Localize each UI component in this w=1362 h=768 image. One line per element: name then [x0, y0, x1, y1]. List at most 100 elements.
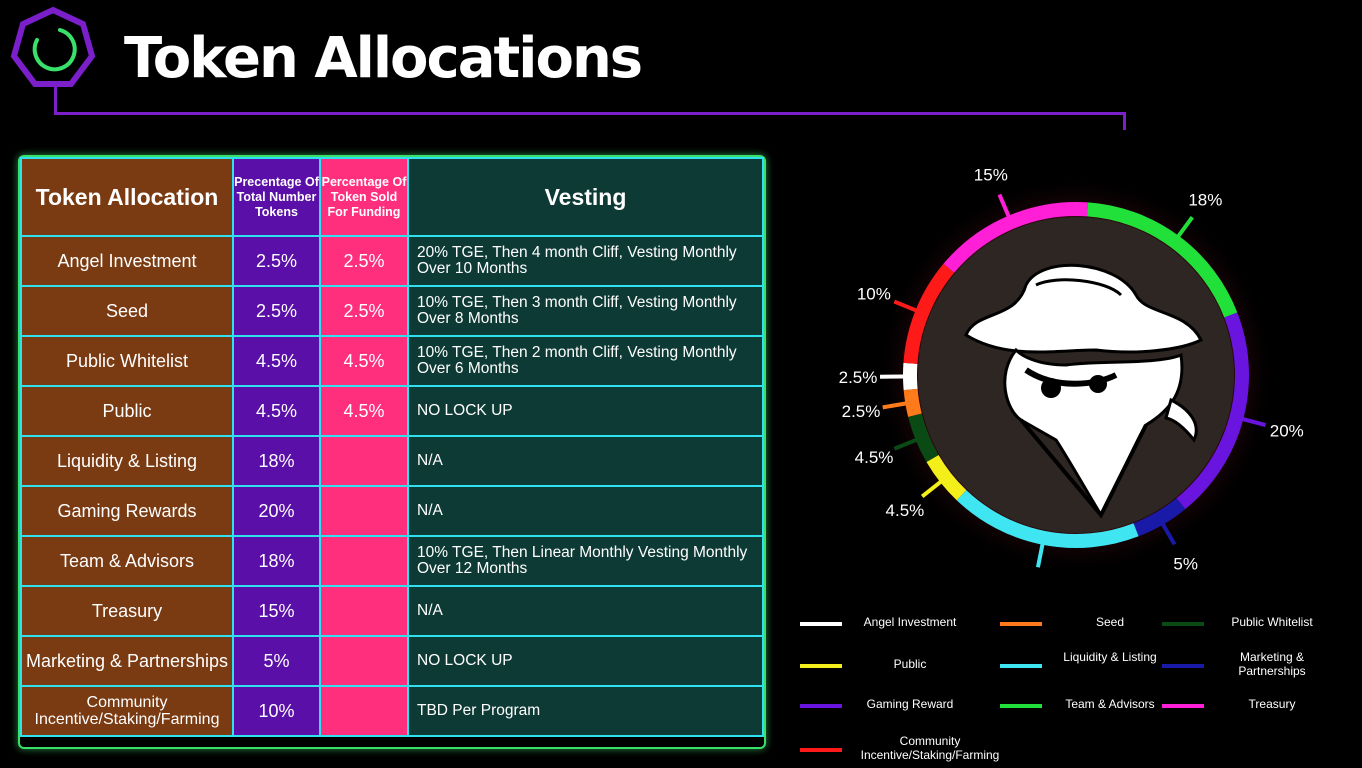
table-row: Public 4.5% 4.5% NO LOCK UP	[20, 385, 764, 437]
chart-leader-line	[1176, 216, 1194, 238]
row-pct-total: 20%	[232, 485, 321, 537]
chart-slice	[903, 388, 922, 417]
row-pct-total: 2.5%	[232, 235, 321, 287]
chart-data-label: 10%	[857, 284, 891, 303]
row-allocation-name: Treasury	[20, 585, 234, 637]
chart-leaders	[879, 193, 1267, 568]
legend-swatch	[800, 704, 842, 708]
legend-label: Team & Advisors	[1065, 697, 1155, 711]
row-pct-sold	[319, 435, 409, 487]
chart-data-label: 15%	[974, 165, 1008, 184]
chart-slice	[903, 362, 918, 391]
chart-slice	[1133, 498, 1186, 537]
row-allocation-name: Seed	[20, 285, 234, 337]
row-vesting: 10% TGE, Then 3 month Cliff, Vesting Mon…	[407, 285, 764, 337]
row-vesting: NO LOCK UP	[407, 635, 764, 687]
chart-leader-line	[893, 299, 918, 313]
chart-data-label: 18%	[1188, 191, 1222, 210]
legend-label: Treasury	[1248, 697, 1296, 711]
table-row: Liquidity & Listing 18% N/A	[20, 435, 764, 487]
legend-swatch	[1000, 664, 1042, 668]
header-pct-sold: Percentage Of Token Sold For Funding	[319, 157, 409, 237]
table-row: Marketing & Partnerships 5% NO LOCK UP	[20, 635, 764, 687]
legend-swatch	[1000, 704, 1042, 708]
row-pct-total: 4.5%	[232, 335, 321, 387]
table-row: Seed 2.5% 2.5% 10% TGE, Then 3 month Cli…	[20, 285, 764, 337]
row-vesting: N/A	[407, 585, 764, 637]
divider-vertical-right	[1123, 112, 1126, 130]
table-row: Gaming Rewards 20% N/A	[20, 485, 764, 537]
row-pct-total: 4.5%	[232, 385, 321, 437]
row-pct-total: 15%	[232, 585, 321, 637]
legend-swatch	[1000, 622, 1042, 626]
header-allocation: Token Allocation	[20, 157, 234, 237]
row-pct-sold	[319, 685, 409, 737]
row-allocation-name: Marketing & Partnerships	[20, 635, 234, 687]
chart-data-label: 4.5%	[855, 448, 894, 467]
legend-label: Gaming Reward	[866, 697, 954, 711]
header-vesting: Vesting	[407, 157, 764, 237]
legend-swatch	[1162, 622, 1204, 626]
row-pct-sold: 2.5%	[319, 235, 409, 287]
chart-data-label: 5%	[1173, 554, 1198, 573]
row-vesting: 10% TGE, Then 2 month Cliff, Vesting Mon…	[407, 335, 764, 387]
chart-leader-line	[893, 437, 918, 451]
row-vesting: TBD Per Program	[407, 685, 764, 737]
legend-label: Seed	[1095, 615, 1125, 629]
row-vesting: 20% TGE, Then 4 month Cliff, Vesting Mon…	[407, 235, 764, 287]
chart-leader-line	[882, 401, 907, 410]
chart-leader-line	[1035, 543, 1045, 568]
table-row: Angel Investment 2.5% 2.5% 20% TGE, Then…	[20, 235, 764, 287]
row-pct-sold: 4.5%	[319, 335, 409, 387]
chart-leader-line	[1241, 417, 1267, 428]
legend-label: Liquidity & Listing	[1063, 650, 1157, 664]
logo-heptagon-icon	[10, 6, 96, 87]
table-header-row: Token Allocation Precentage Of Total Num…	[20, 157, 764, 237]
header-pct-total: Precentage Of Total Number Tokens	[232, 157, 321, 237]
legend-swatch	[800, 664, 842, 668]
table-row: Community Incentive/Staking/Farming 10% …	[20, 685, 764, 737]
row-allocation-name: Liquidity & Listing	[20, 435, 234, 487]
row-vesting: 10% TGE, Then Linear Monthly Vesting Mon…	[407, 535, 764, 587]
chart-data-label: 2.5%	[842, 402, 881, 421]
chart-slice	[926, 454, 967, 501]
legend-label: Angel Investment	[863, 615, 957, 629]
table-row: Team & Advisors 18% 10% TGE, Then Linear…	[20, 535, 764, 587]
legend-swatch	[1162, 664, 1204, 668]
chart-data-label: 4.5%	[886, 501, 925, 520]
allocation-table-container: Token Allocation Precentage Of Total Num…	[18, 155, 766, 749]
chart-slice	[908, 413, 939, 463]
table-row: Public Whitelist 4.5% 4.5% 10% TGE, Then…	[20, 335, 764, 387]
row-allocation-name: Community Incentive/Staking/Farming	[20, 685, 234, 737]
row-pct-sold	[319, 485, 409, 537]
allocation-donut-chart: 2.5%10%15%18%20%5%18%4.5%4.5%2.5%	[839, 165, 1304, 580]
row-pct-sold	[319, 535, 409, 587]
legend-label: Community Incentive/Staking/Farming	[860, 734, 1000, 762]
chart-leader-line	[1160, 522, 1177, 546]
chart-leader-line	[997, 193, 1011, 218]
row-allocation-name: Gaming Rewards	[20, 485, 234, 537]
page-title: Token Allocations	[124, 26, 643, 91]
row-pct-total: 18%	[232, 535, 321, 587]
legend-label: Public	[893, 657, 927, 671]
row-pct-sold: 4.5%	[319, 385, 409, 437]
row-pct-total: 2.5%	[232, 285, 321, 337]
row-vesting: N/A	[407, 435, 764, 487]
chart-leader-line	[920, 480, 943, 499]
divider-vertical-left	[54, 84, 57, 114]
row-pct-sold: 2.5%	[319, 285, 409, 337]
legend-swatch	[1162, 704, 1204, 708]
row-vesting: N/A	[407, 485, 764, 537]
chart-slice	[1176, 312, 1249, 510]
chart-labels: 2.5%10%15%18%20%5%18%4.5%4.5%2.5%	[839, 165, 1304, 580]
row-allocation-name: Public Whitelist	[20, 335, 234, 387]
legend-label: Public Whitelist	[1231, 615, 1313, 629]
chart-slice	[943, 202, 1089, 273]
divider-horizontal	[54, 112, 1126, 115]
legend-label: Marketing & Partnerships	[1238, 650, 1306, 678]
row-pct-sold	[319, 635, 409, 687]
allocation-table: Token Allocation Precentage Of Total Num…	[20, 157, 764, 737]
legend-swatch	[800, 622, 842, 626]
chart-ring	[903, 202, 1249, 548]
table-row: Treasury 15% N/A	[20, 585, 764, 637]
